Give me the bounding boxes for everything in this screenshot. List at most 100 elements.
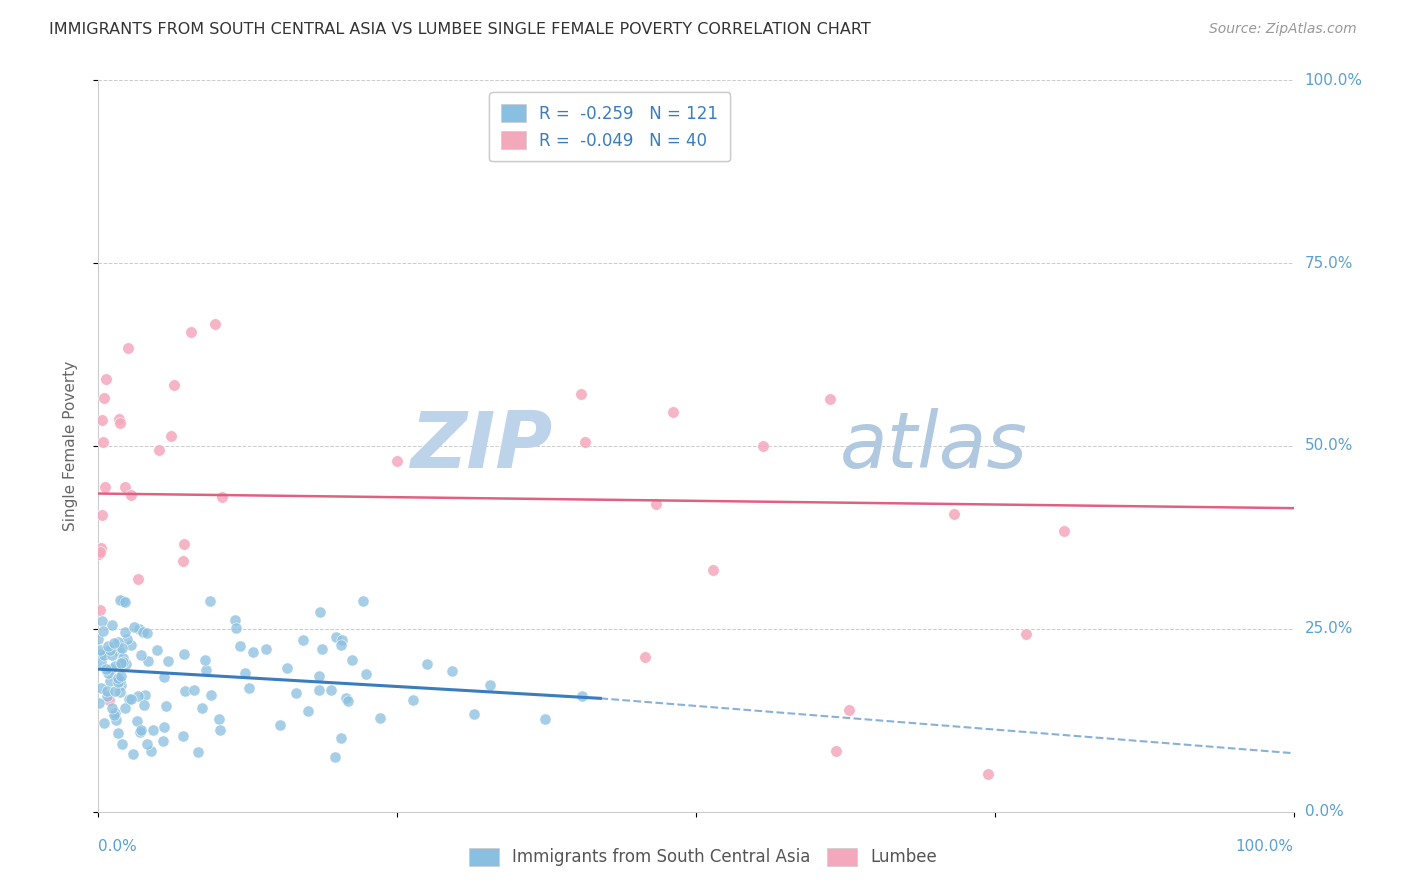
Point xyxy=(284,685,307,699)
Point xyxy=(569,386,592,401)
Point xyxy=(98,642,121,657)
Point xyxy=(94,479,117,493)
Point xyxy=(818,392,841,406)
Point xyxy=(242,645,264,659)
Point xyxy=(276,661,298,675)
Point xyxy=(155,698,177,713)
Point xyxy=(172,554,194,568)
Point xyxy=(330,632,353,647)
Point xyxy=(402,693,425,707)
Point xyxy=(571,689,593,703)
Point xyxy=(90,681,112,695)
Point xyxy=(120,639,142,653)
Point xyxy=(108,416,131,430)
Point xyxy=(323,750,346,764)
Point xyxy=(235,665,257,680)
Point xyxy=(96,689,118,703)
Point xyxy=(115,632,138,647)
Point xyxy=(1053,524,1076,539)
Point xyxy=(93,648,115,662)
Point xyxy=(89,696,111,710)
Point xyxy=(108,593,131,607)
Point xyxy=(136,654,159,668)
Point xyxy=(108,684,131,698)
Point xyxy=(114,595,136,609)
Point xyxy=(825,744,848,758)
Point xyxy=(330,639,353,653)
Point xyxy=(1015,627,1038,641)
Point xyxy=(89,643,111,657)
Point xyxy=(309,605,332,619)
Point xyxy=(229,639,252,653)
Point xyxy=(634,650,657,665)
Point xyxy=(97,693,120,707)
Point xyxy=(311,642,333,657)
Point xyxy=(90,655,112,669)
Point xyxy=(139,744,162,758)
Point xyxy=(100,618,122,632)
Text: 100.0%: 100.0% xyxy=(1236,839,1294,855)
Point xyxy=(330,731,353,746)
Point xyxy=(93,392,115,406)
Point xyxy=(645,497,668,511)
Point xyxy=(114,479,136,493)
Point xyxy=(191,701,214,715)
Point xyxy=(87,632,110,646)
Point xyxy=(90,541,112,556)
Text: 100.0%: 100.0% xyxy=(1305,73,1362,87)
Point xyxy=(337,694,360,708)
Point xyxy=(94,372,117,386)
Point xyxy=(204,317,226,331)
Point xyxy=(463,706,485,721)
Text: ZIP: ZIP xyxy=(411,408,553,484)
Point xyxy=(125,714,148,729)
Point xyxy=(98,674,121,689)
Point xyxy=(107,635,129,649)
Point xyxy=(479,678,502,692)
Point xyxy=(103,636,125,650)
Point xyxy=(146,642,169,657)
Point xyxy=(108,412,131,426)
Point xyxy=(183,683,205,698)
Point xyxy=(131,723,153,737)
Point xyxy=(127,572,149,586)
Point xyxy=(441,664,464,678)
Point xyxy=(91,435,114,450)
Point xyxy=(93,624,115,638)
Point xyxy=(127,690,149,704)
Point xyxy=(100,700,122,714)
Point xyxy=(97,639,120,653)
Point xyxy=(152,720,174,734)
Point xyxy=(129,648,152,662)
Point xyxy=(156,654,179,668)
Point xyxy=(225,621,247,635)
Point xyxy=(100,662,122,676)
Point xyxy=(101,648,124,662)
Text: 25.0%: 25.0% xyxy=(1305,622,1353,636)
Text: atlas: atlas xyxy=(839,408,1028,484)
Point xyxy=(308,682,330,697)
Point xyxy=(187,745,209,759)
Point xyxy=(321,682,343,697)
Point xyxy=(172,729,194,743)
Point xyxy=(124,620,146,634)
Point xyxy=(385,454,408,468)
Point xyxy=(254,642,277,657)
Text: 0.0%: 0.0% xyxy=(98,839,138,855)
Point xyxy=(751,440,773,454)
Point xyxy=(91,413,114,427)
Point xyxy=(352,594,374,608)
Point xyxy=(132,698,155,712)
Point xyxy=(114,701,136,715)
Point xyxy=(110,674,132,689)
Point xyxy=(110,668,132,682)
Point xyxy=(112,594,135,608)
Point xyxy=(96,683,118,698)
Point xyxy=(111,640,134,655)
Point xyxy=(200,688,222,702)
Point xyxy=(662,404,685,418)
Point xyxy=(238,681,260,696)
Point xyxy=(107,671,129,685)
Point xyxy=(111,737,134,751)
Point xyxy=(120,488,142,502)
